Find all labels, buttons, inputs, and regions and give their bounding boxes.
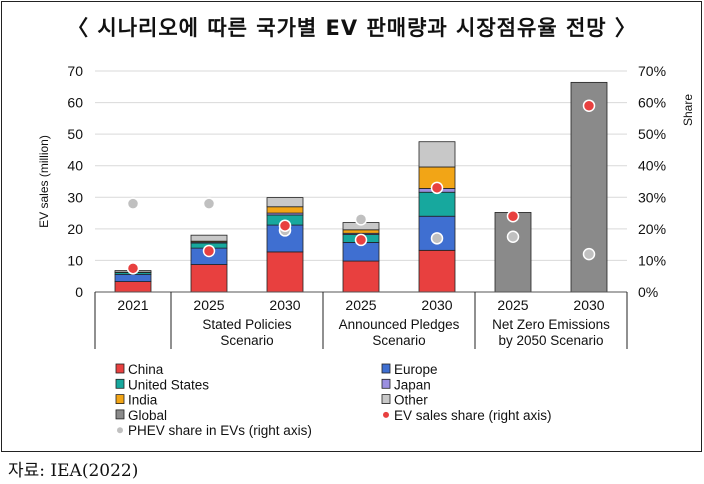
y-tick-label: 10 xyxy=(67,252,83,268)
legend-label: Europe xyxy=(394,362,438,377)
ev-share-marker xyxy=(278,219,292,232)
legend-label: Global xyxy=(128,408,167,423)
bar-segment xyxy=(114,273,152,282)
y2-tick-label: 10% xyxy=(638,252,666,268)
phev-share-marker xyxy=(506,230,520,243)
y2-tick-label: 40% xyxy=(638,158,666,174)
chart-title: 〈 시나리오에 따른 국가별 EV 판매량과 시장점유율 전망 〉 xyxy=(67,16,637,40)
legend-label: PHEV share in EVs (right axis) xyxy=(128,423,312,438)
legend: China Europe United States Japan India Other G… xyxy=(115,362,552,438)
x-tick-label: 2030 xyxy=(269,297,300,313)
legend-label: EV sales share (right axis) xyxy=(394,408,552,423)
legend-label: Japan xyxy=(394,377,431,392)
bar-segment xyxy=(418,249,456,293)
x-tick-label: 2025 xyxy=(193,297,224,313)
legend-swatch xyxy=(115,363,125,374)
chart-frame xyxy=(1,1,702,452)
bar-segment xyxy=(418,141,456,168)
y-tick-label: 60 xyxy=(67,95,83,111)
y2-tick-label: 50% xyxy=(638,126,666,142)
source-note: 자료: IEA(2022) xyxy=(8,461,139,481)
bar-segment xyxy=(494,212,532,293)
x-tick-label: 2021 xyxy=(117,297,148,313)
bar-segment xyxy=(570,81,608,293)
phev-share-marker xyxy=(202,197,216,210)
ev-share-marker xyxy=(506,209,520,223)
gridlines xyxy=(95,70,627,261)
legend-label: United States xyxy=(128,377,209,392)
bar-segment xyxy=(266,251,304,293)
ev-share-marker xyxy=(430,181,444,195)
legend-dot xyxy=(383,411,389,418)
y-tick-label: 20 xyxy=(67,221,83,237)
ev-share-marker xyxy=(126,262,140,275)
group-label: Net Zero Emissions xyxy=(492,317,610,332)
legend-dot xyxy=(117,427,123,434)
y-axis-title: EV sales (million) xyxy=(37,135,51,228)
bar-segment xyxy=(190,234,228,242)
phev-share-marker xyxy=(582,247,596,261)
group-label: Stated Policies xyxy=(202,317,292,332)
y2-tick-label: 30% xyxy=(638,189,666,205)
y2-tick-label: 70% xyxy=(638,63,666,79)
y2-tick-label: 20% xyxy=(638,221,666,237)
y2-tick-label: 0% xyxy=(638,284,658,300)
y2-tick-label: 60% xyxy=(638,95,666,111)
bar-segment xyxy=(190,264,228,293)
legend-label: India xyxy=(128,393,158,408)
x-tick-label: 2030 xyxy=(573,297,604,313)
phev-share-marker xyxy=(126,197,140,210)
tick-labels: 0 10 20 30 40 50 60 70 0% 10% 20% 30% 40% 50% 60% 70% EV… xyxy=(37,63,695,300)
ev-share-marker xyxy=(202,244,216,258)
legend-label: China xyxy=(128,362,164,377)
bar-segment xyxy=(342,229,380,234)
share-markers xyxy=(126,99,596,275)
x-tick-label: 2025 xyxy=(497,297,528,313)
bar-segment xyxy=(418,215,456,251)
y-tick-label: 0 xyxy=(75,284,83,300)
x-tick-label: 2030 xyxy=(421,297,452,313)
bar-segment xyxy=(266,206,304,214)
y-tick-label: 40 xyxy=(67,158,83,174)
group-label: Announced Pledges xyxy=(339,317,460,332)
x-axis-labels: 2021 2025 2030 2025 2030 2025 2030 Stated Polic… xyxy=(117,297,610,348)
y-tick-label: 70 xyxy=(67,63,83,79)
bar-segment xyxy=(418,191,456,217)
legend-swatch xyxy=(115,409,125,420)
y-tick-label: 30 xyxy=(67,189,83,205)
chart-canvas: 0102030405060700%10%20%30%40%50%60%70%EV… xyxy=(37,63,695,438)
legend-swatch xyxy=(115,394,125,405)
group-label: by 2050 Scenario xyxy=(498,333,603,348)
legend-swatch xyxy=(115,378,125,389)
ev-share-marker xyxy=(582,99,596,112)
phev-share-marker xyxy=(430,232,444,245)
legend-label: Other xyxy=(394,393,428,408)
legend-swatch xyxy=(381,363,391,374)
legend-swatch xyxy=(381,378,391,389)
group-label: Scenario xyxy=(220,333,273,348)
bar-segment xyxy=(114,281,152,293)
ev-share-marker xyxy=(354,233,368,247)
y-tick-label: 50 xyxy=(67,126,83,142)
x-tick-label: 2025 xyxy=(345,297,376,313)
phev-share-marker xyxy=(354,213,368,226)
bar-segment xyxy=(342,260,380,293)
legend-swatch xyxy=(381,394,391,405)
group-label: Scenario xyxy=(372,333,425,348)
y2-axis-title: Share xyxy=(681,94,695,126)
bar-segment xyxy=(266,197,304,208)
axes xyxy=(94,291,628,349)
